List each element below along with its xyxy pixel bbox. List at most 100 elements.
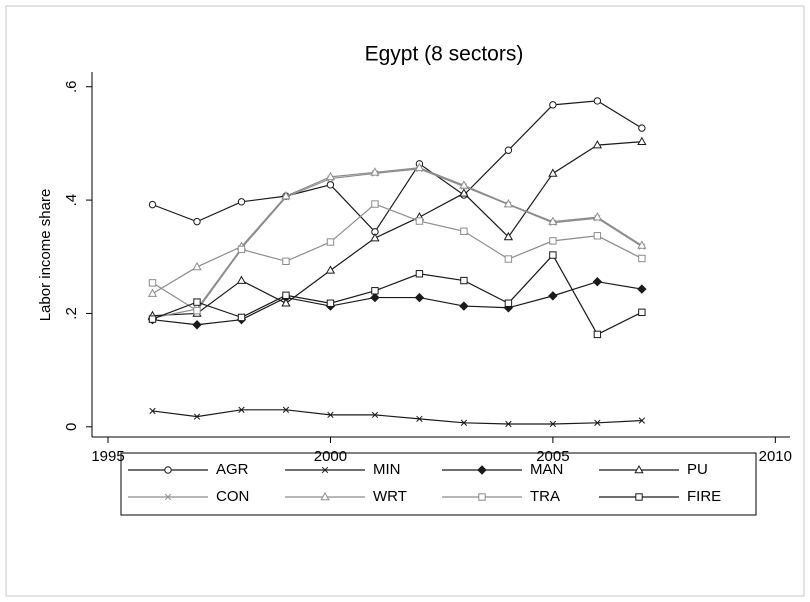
legend-marker (634, 464, 644, 474)
x-tick-label: 2010 (759, 448, 792, 465)
marker (414, 292, 425, 303)
marker (548, 168, 558, 177)
marker (592, 212, 603, 221)
legend-label: FIRE (687, 488, 721, 505)
legend-label: MAN (530, 461, 563, 478)
marker (638, 124, 646, 132)
marker (371, 200, 379, 208)
legend (120, 452, 757, 516)
marker (549, 237, 557, 245)
marker (637, 284, 647, 294)
marker (592, 140, 603, 149)
marker (637, 136, 647, 146)
marker (370, 167, 380, 176)
marker (325, 265, 336, 274)
series-line (152, 100, 643, 233)
marker (147, 288, 158, 297)
marker (325, 171, 336, 181)
marker (593, 232, 602, 240)
legend-marker (320, 491, 330, 501)
marker (638, 254, 646, 263)
legend-marker (477, 465, 487, 475)
marker (192, 261, 202, 271)
marker (638, 308, 646, 317)
legend-marker (164, 493, 172, 501)
marker (371, 411, 379, 419)
marker (549, 101, 557, 109)
marker (505, 420, 512, 428)
marker (326, 181, 335, 189)
series-line (152, 409, 642, 425)
x-tick-label: 1995 (91, 448, 124, 465)
marker (504, 299, 513, 307)
marker (148, 279, 157, 287)
marker (415, 217, 424, 225)
x-tick-label: 2005 (536, 448, 569, 465)
marker (459, 180, 469, 189)
marker (193, 413, 201, 420)
marker (281, 191, 291, 200)
marker (236, 275, 247, 284)
marker (459, 301, 469, 311)
legend-label: MIN (373, 461, 401, 478)
marker (504, 255, 513, 263)
marker (637, 240, 647, 249)
marker (193, 217, 201, 226)
marker (148, 315, 157, 323)
marker (416, 415, 423, 423)
marker (593, 330, 602, 339)
marker (282, 406, 290, 413)
marker (237, 313, 246, 322)
marker (548, 291, 558, 301)
marker (459, 188, 469, 197)
marker (282, 291, 290, 300)
marker (237, 245, 246, 254)
marker (504, 146, 513, 154)
series-line (152, 254, 643, 336)
legend-label: TRA (530, 488, 560, 505)
marker (549, 420, 557, 428)
marker (149, 407, 156, 415)
series-line (152, 168, 643, 319)
series-line (152, 141, 642, 317)
y-tick-label: 0 (63, 423, 80, 431)
marker (281, 298, 291, 307)
marker (460, 419, 468, 426)
legend-marker (321, 466, 329, 474)
marker (503, 231, 514, 241)
marker (592, 276, 603, 287)
marker (192, 320, 202, 330)
marker (594, 419, 601, 426)
marker (549, 251, 557, 259)
marker (193, 306, 201, 315)
legend-label: PU (687, 461, 708, 478)
legend-marker (478, 493, 486, 501)
series-line (152, 167, 643, 295)
marker (370, 233, 380, 242)
legend-label: AGR (216, 461, 249, 478)
marker (593, 97, 602, 105)
chart-title: Egypt (8 sectors) (365, 43, 524, 66)
marker (148, 200, 157, 209)
legend-marker (164, 466, 172, 474)
legend-label: WRT (373, 488, 407, 505)
marker (327, 411, 334, 419)
marker (415, 270, 424, 278)
marker (237, 198, 246, 206)
y-tick-label: .4 (63, 194, 80, 207)
marker (548, 216, 558, 225)
marker (371, 287, 379, 295)
y-tick-label: .6 (63, 80, 80, 93)
marker (326, 299, 335, 307)
marker (370, 292, 380, 303)
marker (326, 238, 335, 246)
y-axis-label: Labor income share (37, 189, 54, 322)
legend-label: CON (216, 488, 249, 505)
marker (638, 417, 646, 424)
marker (193, 298, 201, 306)
marker (414, 162, 425, 172)
marker (238, 406, 245, 413)
series-line (152, 203, 643, 312)
series-line (152, 281, 642, 326)
